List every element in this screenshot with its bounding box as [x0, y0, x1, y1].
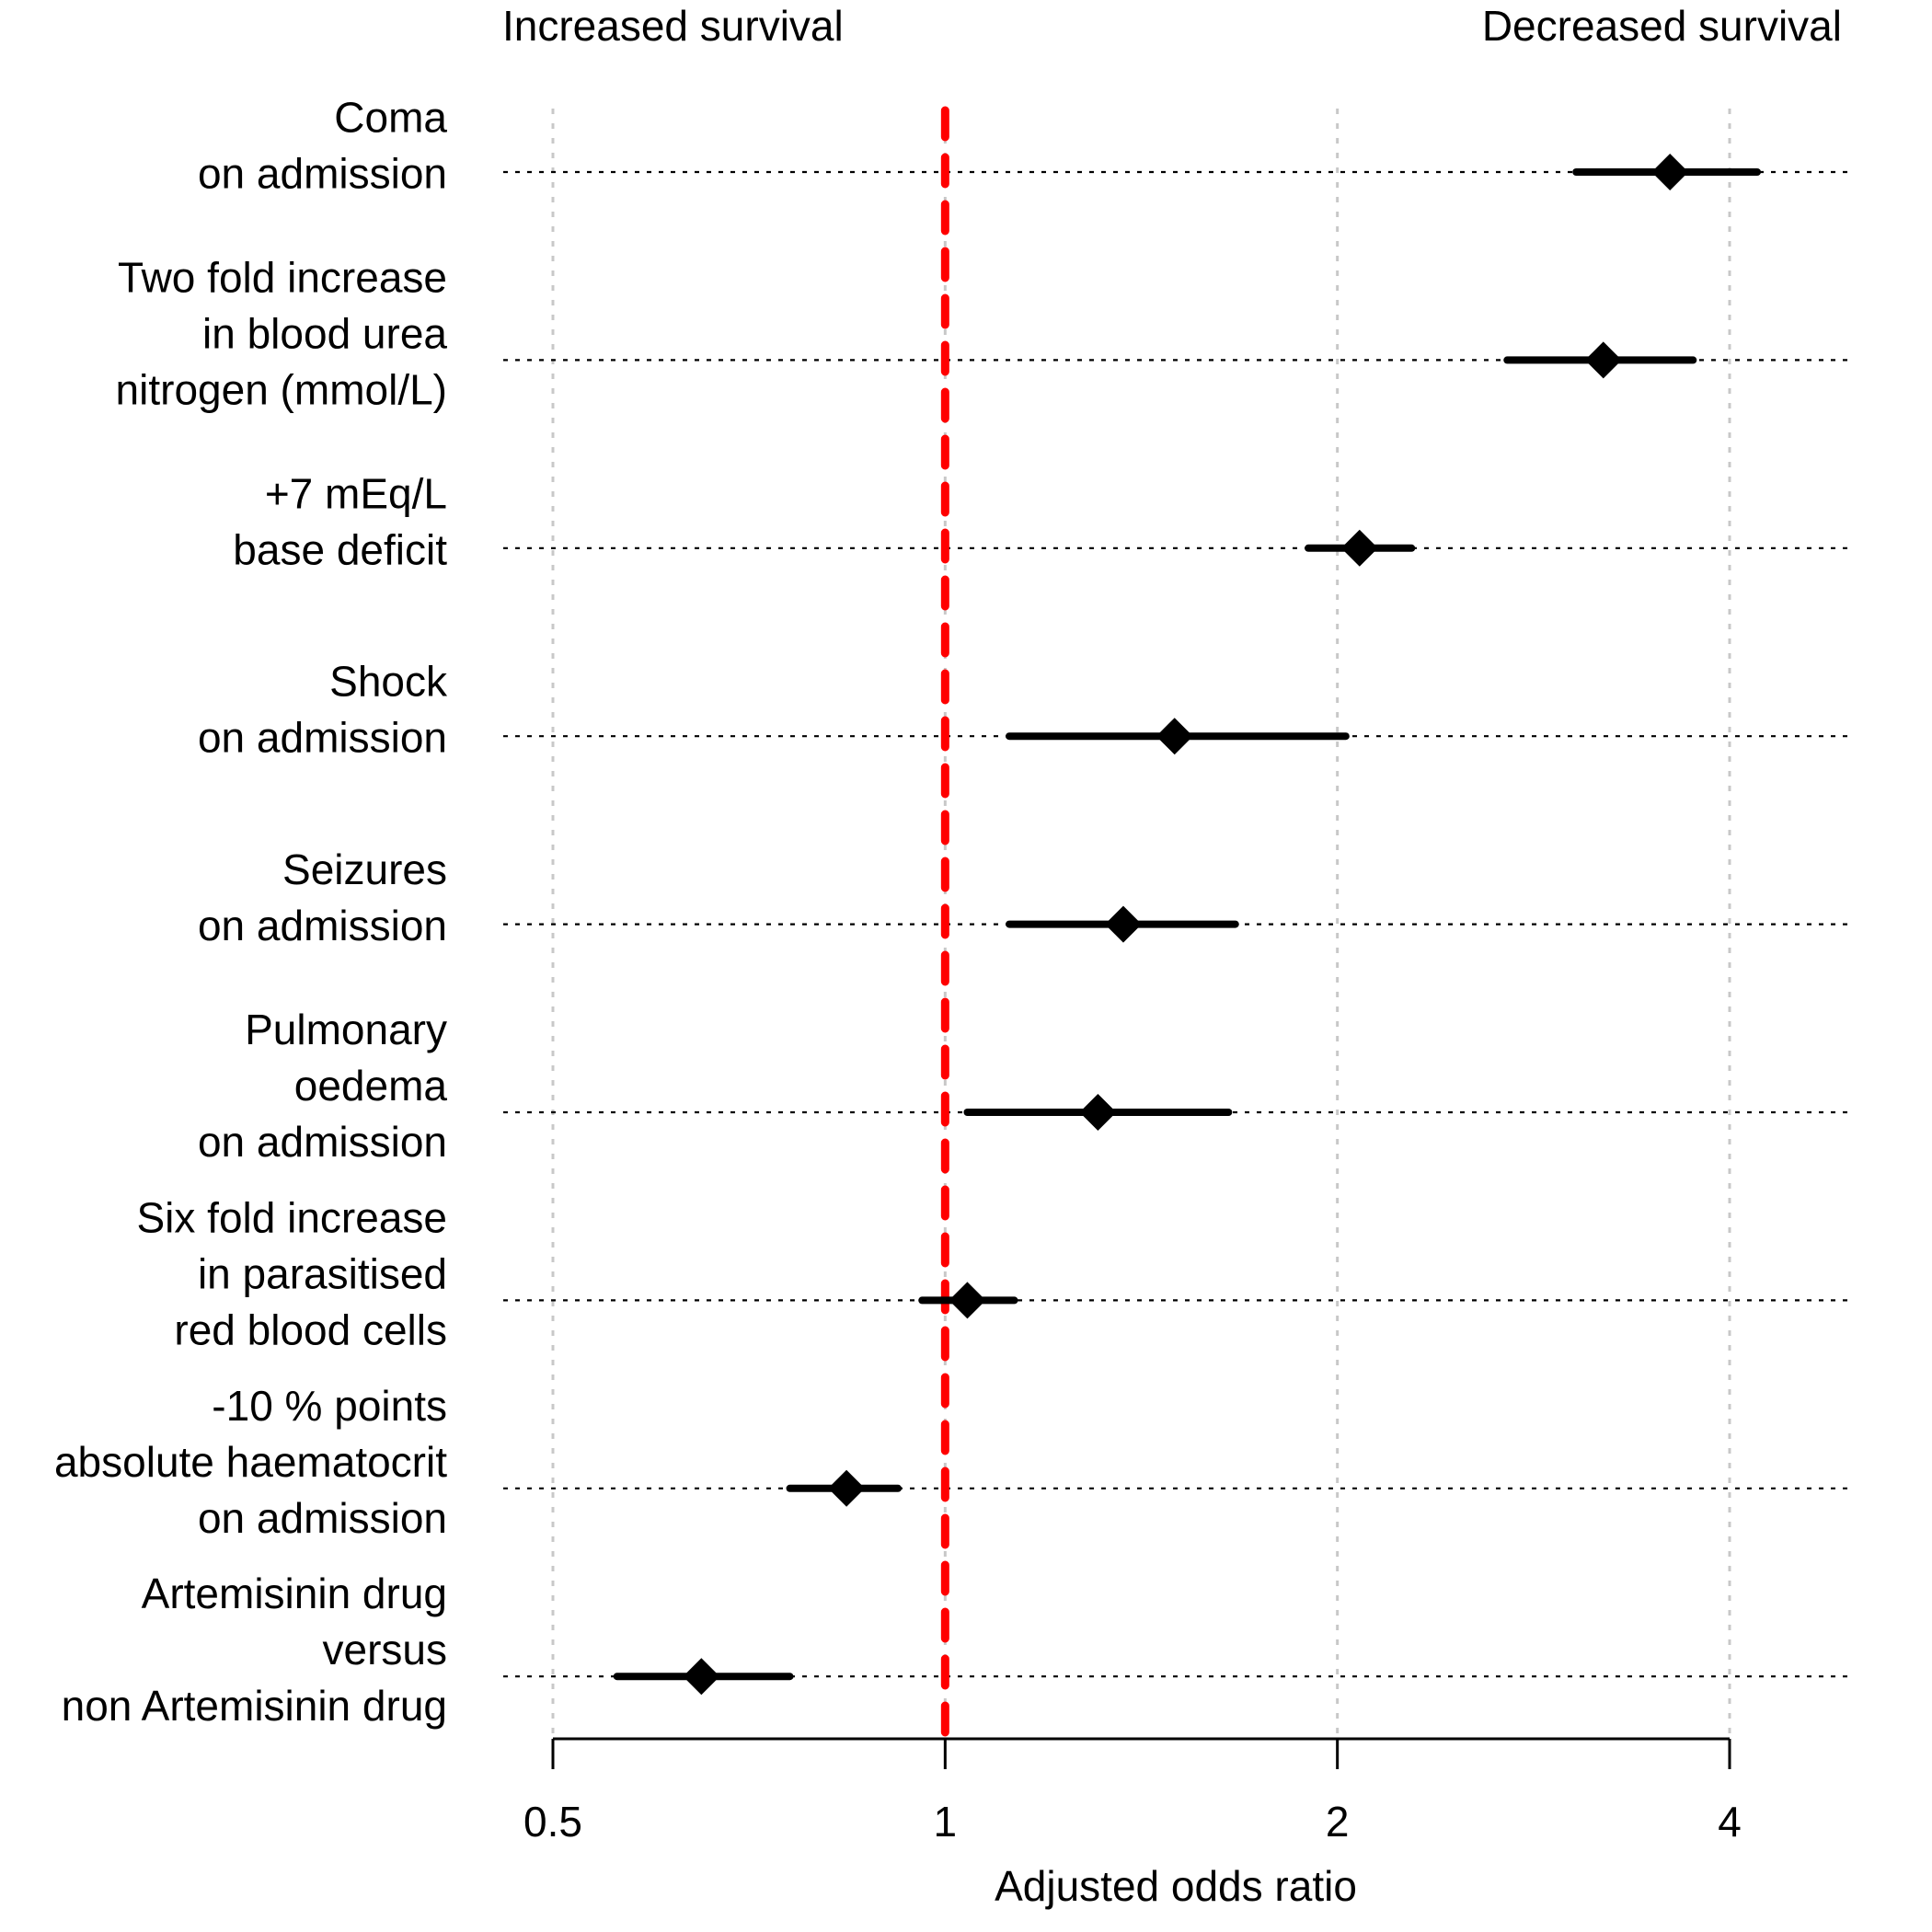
row-label-line-8-0: Artemisinin drug — [142, 1570, 447, 1617]
labels-layer: Coma on admission Two fold increase in bloo… — [54, 94, 448, 1731]
row-label-line-2-0: +7 mEq/L — [265, 469, 447, 517]
row-label-line-6-0: Six fold increase — [137, 1193, 448, 1241]
x-axis-label: Adjusted odds ratio — [995, 1862, 1357, 1910]
row-label-7: -10 % points absolute haematocrit on admis… — [54, 1382, 447, 1542]
row-label-line-0-1: on admission — [198, 150, 447, 198]
row-label-8: Artemisinin drug versus non Artemisinin dr… — [62, 1570, 447, 1730]
x-tick-label-2: 2 — [1326, 1798, 1350, 1846]
row-label-line-8-2: non Artemisinin drug — [62, 1682, 447, 1730]
x-tick-label-0: 0.5 — [523, 1798, 582, 1846]
row-label-line-7-1: absolute haematocrit — [54, 1438, 447, 1486]
x-tick-label-3: 4 — [1718, 1798, 1742, 1846]
estimate-marker-0 — [1651, 154, 1689, 190]
estimate-marker-4 — [1104, 905, 1142, 943]
x-axis: 0.5 1 2 4 — [523, 1737, 1742, 1846]
estimate-marker-2 — [1340, 529, 1378, 567]
row-label-line-1-2: nitrogen (mmol/L) — [116, 365, 447, 413]
row-label-0: Coma on admission — [198, 94, 447, 198]
estimate-marker-7 — [828, 1469, 866, 1507]
row-label-line-6-1: in parasitised — [198, 1249, 447, 1297]
row-label-2: +7 mEq/L base deficit — [233, 469, 447, 573]
row-label-line-8-1: versus — [323, 1626, 447, 1673]
row-label-3: Shock on admission — [198, 658, 448, 762]
x-tick-label-1: 1 — [934, 1798, 958, 1846]
row-label-line-7-2: on admission — [198, 1494, 447, 1542]
row-label-line-5-1: oedema — [294, 1062, 448, 1110]
row-label-line-6-2: red blood cells — [174, 1305, 447, 1353]
annotation-left: Increased survival — [502, 2, 844, 50]
row-label-6: Six fold increase in parasitised red blood… — [137, 1193, 448, 1353]
row-label-line-1-0: Two fold increase — [118, 253, 447, 301]
marks-layer — [613, 154, 1762, 1696]
row-label-line-7-0: -10 % points — [212, 1382, 447, 1430]
estimate-marker-5 — [1079, 1094, 1117, 1131]
row-label-4: Seizures on admission — [198, 845, 447, 949]
row-label-line-5-2: on admission — [198, 1118, 447, 1166]
estimate-marker-3 — [1156, 718, 1193, 755]
estimate-marker-8 — [683, 1658, 720, 1696]
annotation-right: Decreased survival — [1482, 2, 1842, 50]
row-label-line-1-1: in blood urea — [202, 309, 447, 357]
estimate-marker-1 — [1584, 341, 1622, 379]
row-label-line-0-0: Coma — [334, 94, 447, 142]
row-label-line-4-0: Seizures — [282, 845, 447, 893]
row-label-line-2-1: base deficit — [233, 525, 447, 573]
row-label-line-3-0: Shock — [329, 658, 448, 706]
row-label-line-3-1: on admission — [198, 714, 447, 762]
estimate-marker-6 — [949, 1282, 986, 1319]
row-label-1: Two fold increase in blood urea nitrogen (… — [116, 253, 448, 413]
row-label-5: Pulmonary oedema on admission — [198, 1006, 447, 1166]
row-label-line-4-1: on admission — [198, 902, 447, 949]
row-label-line-5-0: Pulmonary — [245, 1006, 447, 1053]
